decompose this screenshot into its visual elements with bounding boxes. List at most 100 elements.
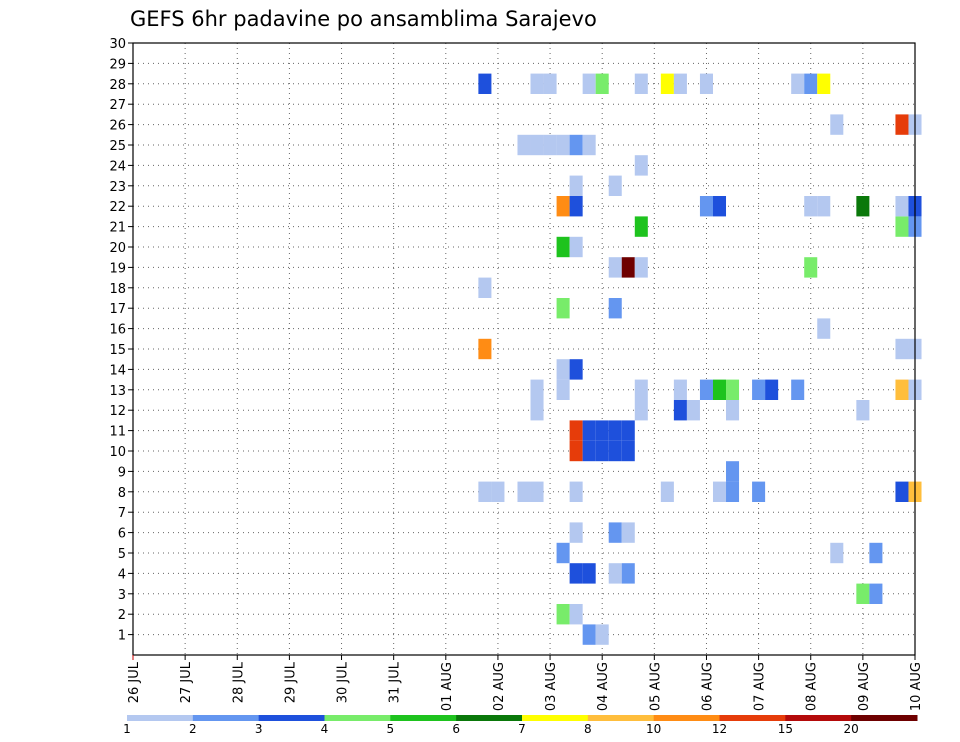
y-tick-label: 26 — [109, 119, 126, 134]
data-cell — [608, 563, 622, 584]
y-tick-label: 20 — [109, 241, 126, 256]
data-cell — [530, 481, 544, 502]
data-cell — [569, 175, 583, 196]
data-cell — [569, 134, 583, 156]
data-cell — [595, 73, 609, 94]
data-cell — [569, 196, 583, 217]
data-cell — [595, 624, 609, 645]
data-cell — [608, 420, 622, 441]
colorbar-label: 3 — [255, 722, 263, 736]
data-cell — [478, 277, 492, 298]
data-cell — [634, 155, 648, 176]
data-cell — [830, 542, 844, 564]
data-cell — [856, 196, 870, 217]
colorbar-segment — [324, 715, 391, 721]
data-cell — [726, 481, 740, 502]
y-tick-label: 1 — [118, 629, 126, 644]
colorbar-segment — [127, 715, 194, 721]
colorbar-label: 15 — [778, 722, 793, 736]
data-cell — [569, 420, 583, 441]
y-tick-label: 19 — [109, 261, 126, 276]
data-cells — [478, 73, 922, 645]
colorbar-label: 12 — [712, 722, 727, 736]
colorbar-segment — [258, 715, 325, 721]
data-cell — [895, 114, 909, 135]
colorbar-segment — [851, 715, 918, 721]
y-tick-label: 9 — [118, 465, 126, 480]
x-tick-label: 08 AUG — [805, 662, 820, 711]
data-cell — [621, 257, 635, 278]
data-cell — [569, 481, 583, 502]
data-cell — [582, 134, 596, 156]
data-cell — [556, 236, 570, 258]
y-tick-label: 2 — [118, 608, 126, 623]
y-tick-label: 21 — [109, 221, 126, 236]
data-cell — [895, 216, 909, 237]
data-cell — [608, 257, 622, 278]
data-cell — [895, 338, 909, 360]
data-cell — [517, 134, 531, 156]
data-cell — [673, 73, 687, 94]
colorbar-label: 10 — [646, 722, 661, 736]
x-tick-label: 09 AUG — [857, 662, 872, 711]
data-cell — [895, 379, 909, 400]
data-cell — [595, 440, 609, 462]
data-cell — [712, 196, 727, 217]
data-cell — [634, 257, 648, 278]
x-tick-label: 01 AUG — [440, 662, 455, 711]
data-cell — [752, 481, 766, 502]
data-cell — [726, 379, 740, 400]
data-cell — [804, 73, 818, 94]
colorbar-label: 8 — [584, 722, 592, 736]
y-tick-label: 25 — [109, 139, 126, 154]
data-cell — [582, 624, 596, 645]
data-cell — [530, 379, 544, 400]
x-axis-ticks: 26 JUL 27 JUL 28 JUL 29 JUL 30 JUL 31 JUL 01 A… — [127, 655, 924, 711]
y-tick-label: 10 — [109, 445, 126, 460]
data-cell — [530, 73, 544, 94]
data-cell — [608, 522, 622, 543]
y-tick-label: 5 — [118, 547, 126, 562]
data-cell — [712, 379, 727, 400]
data-cell — [569, 604, 583, 625]
x-tick-label: 06 AUG — [700, 662, 715, 711]
y-tick-label: 22 — [109, 200, 126, 215]
data-cell — [895, 196, 909, 217]
colorbar-label: 2 — [189, 722, 197, 736]
x-tick-label: 07 AUG — [753, 662, 768, 711]
y-tick-label: 16 — [109, 323, 126, 338]
data-cell — [543, 134, 557, 156]
colorbar-label: 7 — [518, 722, 526, 736]
data-cell — [569, 440, 583, 462]
y-tick-label: 6 — [118, 527, 126, 542]
x-tick-label: 28 JUL — [231, 661, 246, 703]
data-cell — [556, 379, 570, 400]
data-cell — [582, 420, 596, 441]
data-cell — [556, 134, 570, 156]
colorbar-segment — [522, 715, 589, 721]
colorbar-label: 5 — [387, 722, 395, 736]
data-cell — [556, 542, 570, 564]
colorbar-segment — [192, 715, 260, 721]
data-cell — [660, 481, 674, 502]
data-cell — [712, 481, 727, 502]
data-cell — [634, 379, 648, 400]
data-cell — [569, 236, 583, 258]
data-cell — [478, 481, 492, 502]
y-tick-label: 27 — [109, 98, 126, 113]
data-cell — [634, 400, 648, 421]
data-cell — [699, 196, 713, 217]
colorbar: 1 2 3 4 5 6 7 8 10 12 15 20 — [123, 715, 918, 736]
data-cell — [621, 563, 635, 584]
data-cell — [856, 583, 870, 604]
x-tick-label: 10 AUG — [909, 662, 924, 711]
data-cell — [634, 73, 648, 94]
y-tick-label: 8 — [118, 486, 126, 501]
data-cell — [543, 73, 557, 94]
data-cell — [804, 196, 818, 217]
data-cell — [817, 196, 831, 217]
data-cell — [895, 481, 909, 502]
colorbar-segment — [653, 715, 720, 721]
data-cell — [556, 298, 570, 319]
